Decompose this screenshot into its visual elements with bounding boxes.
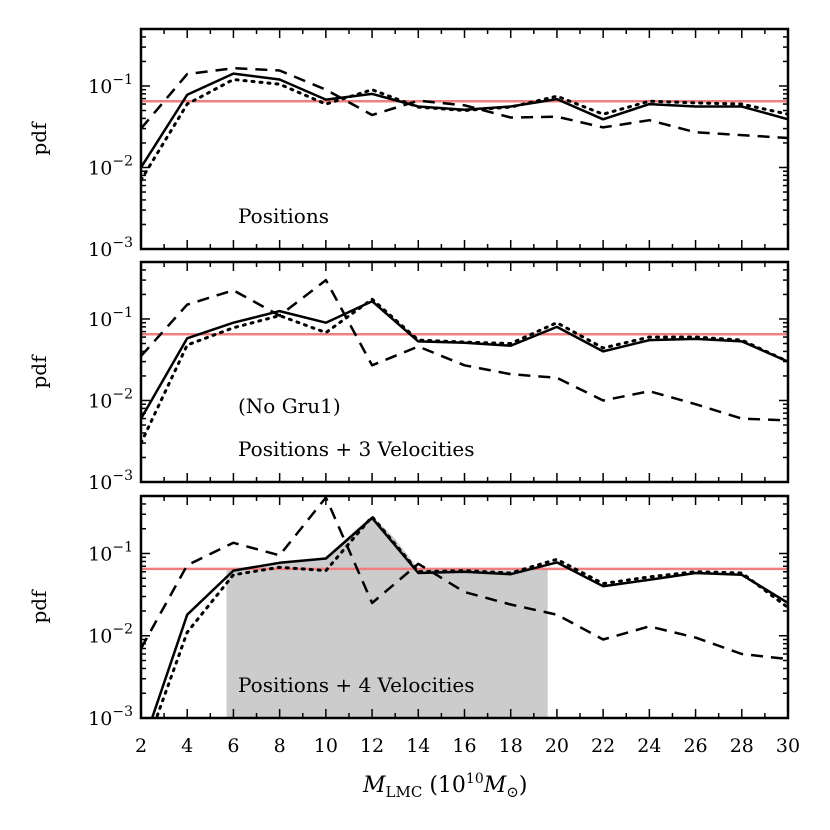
- shaded-region: [226, 515, 548, 718]
- y-tick-label: 10−2: [88, 386, 133, 412]
- panel-annotation: Positions: [238, 204, 329, 228]
- x-tick-label: 24: [637, 735, 661, 757]
- y-tick-label: 10−3: [88, 468, 133, 494]
- x-tick-label: 4: [181, 735, 193, 757]
- y-tick-label: 10−2: [88, 153, 133, 179]
- series-dashed-line: [141, 278, 788, 422]
- x-tick-label: 28: [730, 735, 754, 757]
- series-dotted-line: [154, 515, 788, 718]
- series-solid-line: [141, 299, 788, 420]
- series-dashed-line: [141, 496, 788, 661]
- y-tick-label: 10−1: [88, 72, 133, 98]
- x-tick-label: 14: [406, 735, 430, 757]
- panel-middle: 10−3 10−2 10−1 pdf (No Gru1) Positions + 3 Ve…: [27, 260, 790, 494]
- series-solid-line: [141, 72, 788, 169]
- x-tick-label: 10: [314, 735, 338, 757]
- panel-annotation: Positions + 4 Velocities: [238, 673, 475, 697]
- x-tick-label: 30: [776, 735, 800, 757]
- y-tick-label: 10−2: [88, 622, 133, 648]
- x-tick-label: 12: [360, 735, 384, 757]
- x-tick-label: 6: [227, 735, 239, 757]
- x-axis-label: MLMC (1010M⊙): [362, 771, 527, 801]
- y-axis-label: pdf: [27, 354, 51, 389]
- y-axis-label: pdf: [27, 589, 51, 624]
- y-tick-label: 10−3: [88, 704, 133, 730]
- series-dotted-line: [141, 297, 788, 445]
- x-tick-label: 26: [683, 735, 707, 757]
- x-tick-label: 16: [452, 735, 476, 757]
- y-tick-label: 10−1: [88, 305, 133, 331]
- series-solid-line: [150, 516, 788, 718]
- panel-bottom: 10−310−210−12 4 6 8 10 12 14 16 18 20 22 24 26 28 30pd…: [27, 494, 800, 757]
- panel-annotation: Positions + 3 Velocities: [238, 437, 475, 461]
- y-axis-label: pdf: [27, 121, 51, 156]
- x-tick-label: 22: [591, 735, 615, 757]
- y-tick-label: 10−1: [88, 539, 133, 565]
- series-dashed-line: [141, 66, 788, 140]
- x-tick-label: 2: [135, 735, 147, 757]
- x-tick-label: 8: [274, 735, 286, 757]
- series-dotted-line: [141, 78, 788, 182]
- x-tick-label: 20: [545, 735, 569, 757]
- y-tick-label: 10−3: [88, 235, 133, 261]
- panel-annotation: (No Gru1): [238, 394, 341, 418]
- panel-top: 10−3 10−2 10−1 pdf Positions: [27, 27, 790, 261]
- x-tick-label: 18: [499, 735, 523, 757]
